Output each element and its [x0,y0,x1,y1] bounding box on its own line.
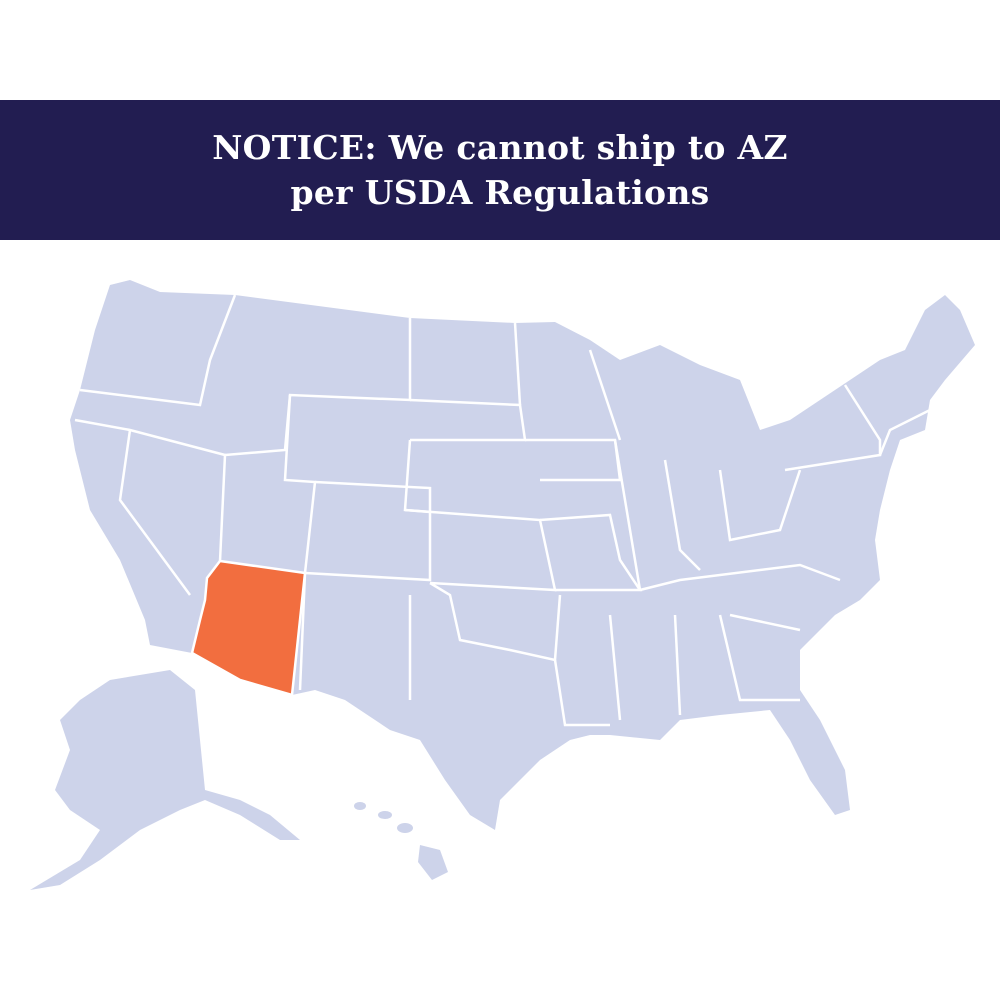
arizona-state [190,559,307,697]
notice-line-2: per USDA Regulations [290,173,710,212]
notice-line-1: NOTICE: We cannot ship to AZ [212,128,788,167]
hawaii-state [354,802,448,880]
lower-48-states [70,280,975,830]
notice-banner: NOTICE: We cannot ship to AZ per USDA Re… [0,100,1000,240]
alaska-state [30,670,300,890]
